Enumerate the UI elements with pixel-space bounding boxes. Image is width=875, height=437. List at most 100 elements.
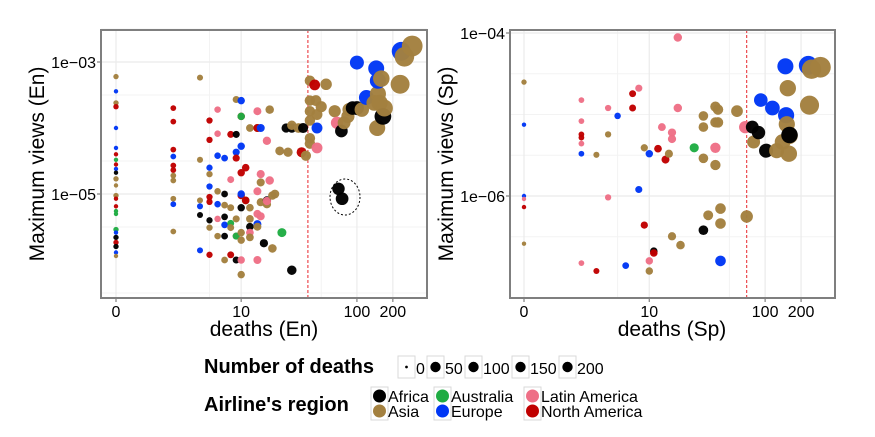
data-point-asia xyxy=(401,35,423,57)
data-point-asia xyxy=(645,267,654,275)
y-tick-label: 1e−05 xyxy=(51,187,96,204)
data-point-latin-america xyxy=(667,134,677,144)
data-point-asia xyxy=(390,74,410,94)
y-tick-label: 1e−03 xyxy=(51,55,96,72)
data-point-europe xyxy=(113,250,119,255)
data-point-europe xyxy=(214,152,221,159)
data-point-latin-america xyxy=(635,84,643,92)
left-y-axis-title: Maximum views (En) xyxy=(26,67,49,262)
data-point-north-america xyxy=(650,249,658,257)
data-point-latin-america xyxy=(673,33,683,42)
data-point-latin-america xyxy=(214,215,221,223)
data-point-africa xyxy=(335,192,349,206)
data-point-asia xyxy=(214,188,221,195)
data-point-europe xyxy=(521,122,527,127)
legend-color-label: North America xyxy=(541,404,642,421)
data-point-europe xyxy=(578,150,585,157)
data-point-north-america xyxy=(113,162,119,167)
data-point-asia xyxy=(373,70,390,87)
left-points xyxy=(113,35,423,279)
left-x-axis-title: deaths (En) xyxy=(210,318,319,341)
data-point-asia xyxy=(170,172,177,179)
data-point-latin-america xyxy=(673,103,683,113)
data-point-latin-america xyxy=(604,104,612,112)
data-point-asia xyxy=(640,144,648,152)
data-point-africa xyxy=(246,222,254,231)
data-point-asia xyxy=(715,218,726,229)
data-point-europe xyxy=(113,166,119,172)
data-point-north-america xyxy=(170,118,177,125)
data-point-latin-america xyxy=(214,106,221,113)
data-point-africa xyxy=(206,217,213,224)
data-point-north-america xyxy=(309,79,321,91)
data-point-europe xyxy=(614,112,621,120)
data-point-asia xyxy=(300,150,312,161)
legend-color-swatch-latin-america xyxy=(526,389,539,403)
data-point-africa xyxy=(781,126,798,144)
data-point-europe xyxy=(221,154,228,162)
data-point-asia xyxy=(667,232,677,241)
data-point-north-america xyxy=(521,204,527,210)
data-point-australia xyxy=(113,157,119,162)
data-point-asia xyxy=(246,233,254,242)
data-point-asia xyxy=(676,240,685,250)
legend-color-swatch-africa xyxy=(373,389,386,403)
right-y-axis-title: Maximum views (Sp) xyxy=(435,67,458,262)
legend-color-label: Asia xyxy=(388,404,419,421)
data-point-asia xyxy=(304,115,316,126)
x-tick-label: 10 xyxy=(232,304,250,321)
data-point-north-america xyxy=(661,155,670,164)
data-point-north-america xyxy=(206,136,213,144)
data-point-africa xyxy=(259,239,269,248)
data-point-asia xyxy=(227,204,235,212)
data-point-asia xyxy=(320,78,332,91)
data-point-europe xyxy=(206,164,213,171)
data-point-asia xyxy=(113,253,119,259)
data-point-asia xyxy=(221,256,228,264)
data-point-asia xyxy=(170,228,177,235)
data-point-africa xyxy=(221,232,228,240)
data-point-asia xyxy=(275,146,285,156)
x-tick-label: 200 xyxy=(788,304,815,321)
data-point-north-america xyxy=(206,117,213,124)
data-point-north-america xyxy=(170,105,177,111)
data-point-europe xyxy=(113,230,119,235)
legend-size-label: 0 xyxy=(416,361,425,378)
data-point-asia xyxy=(196,156,204,163)
data-point-latin-america xyxy=(645,257,654,265)
data-point-asia xyxy=(712,117,724,128)
data-point-africa xyxy=(113,234,119,241)
data-point-asia xyxy=(237,228,245,237)
data-point-australia xyxy=(237,112,245,121)
data-point-asia xyxy=(712,104,724,115)
legend-size-label: 200 xyxy=(577,361,604,378)
data-point-asia xyxy=(710,159,721,171)
right-gridlines xyxy=(510,30,835,298)
data-point-north-america xyxy=(206,193,213,201)
data-point-europe xyxy=(113,145,119,151)
data-point-asia xyxy=(283,147,293,157)
data-point-africa xyxy=(113,243,119,250)
data-point-north-america xyxy=(206,198,213,206)
data-point-australia xyxy=(113,211,119,217)
data-point-latin-america xyxy=(578,118,585,124)
data-point-north-america xyxy=(206,251,213,258)
data-point-latin-america xyxy=(214,130,221,137)
data-point-asia xyxy=(315,101,327,113)
data-point-africa xyxy=(237,203,245,212)
legend-color-swatch-australia xyxy=(436,389,449,403)
panel-background xyxy=(510,30,835,298)
x-tick-label: 0 xyxy=(112,304,121,321)
data-point-asia xyxy=(170,195,177,202)
data-point-asia xyxy=(206,224,213,231)
data-point-north-america xyxy=(629,90,637,98)
data-point-europe xyxy=(170,201,177,208)
data-point-asia xyxy=(799,95,820,115)
data-point-north-america xyxy=(113,104,119,110)
data-point-africa xyxy=(221,213,228,221)
data-point-north-america xyxy=(113,196,119,201)
data-point-latin-america xyxy=(521,196,527,202)
